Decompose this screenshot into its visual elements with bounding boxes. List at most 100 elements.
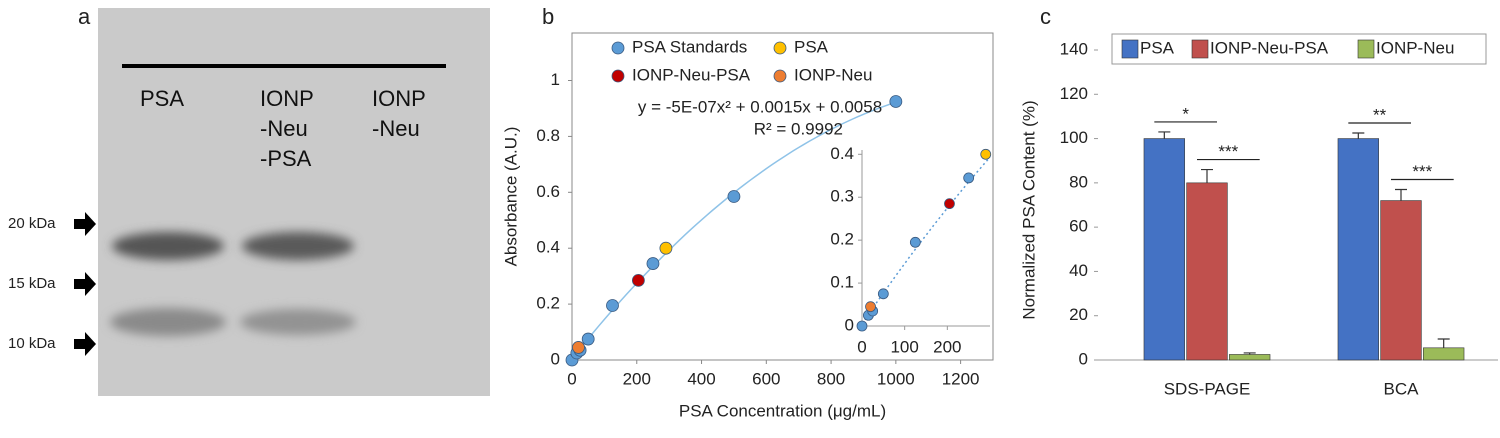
data-point	[856, 320, 868, 332]
y-tick-label: 0.4	[536, 238, 560, 257]
band	[242, 232, 354, 260]
error-bar	[1352, 132, 1365, 139]
marker-arrow	[74, 332, 96, 356]
error-bar	[1158, 131, 1171, 139]
y-axis-label: Absorbance (A.U.)	[501, 127, 520, 267]
legend-marker	[773, 69, 787, 83]
legend-label: PSA	[794, 37, 829, 56]
lane-label: IONP	[260, 86, 314, 111]
y-tick-label: 60	[1069, 217, 1088, 236]
lane-label: -Neu	[372, 116, 420, 141]
y-tick-label: 120	[1060, 84, 1088, 103]
inset-y-tick-label: 0.1	[830, 273, 854, 292]
lane-label: -Neu	[260, 116, 308, 141]
data-point	[727, 190, 741, 203]
significance-label: *	[1182, 104, 1189, 123]
significance-label: **	[1373, 106, 1387, 125]
bar	[1337, 138, 1379, 361]
marker-arrow	[74, 272, 96, 296]
x-tick-label: 1200	[942, 369, 980, 388]
panel-label: c	[1040, 4, 1051, 29]
bar	[1186, 182, 1228, 361]
y-tick-label: 100	[1060, 128, 1088, 147]
y-tick-label: 0	[551, 349, 560, 368]
y-tick-label: 1	[551, 70, 560, 89]
x-tick-label: 800	[817, 369, 845, 388]
legend-label: IONP-Neu-PSA	[1210, 38, 1329, 57]
y-tick-label: 0.6	[536, 182, 560, 201]
error-bar	[1437, 338, 1450, 348]
legend-swatch	[1121, 39, 1139, 59]
plot-frame	[571, 32, 994, 361]
y-tick-label: 0	[1079, 349, 1088, 368]
lane-label: IONP	[372, 86, 426, 111]
inset-y-tick-label: 0	[845, 315, 854, 334]
data-point	[581, 332, 595, 346]
y-tick-label: 0.8	[536, 126, 560, 145]
legend-frame	[1111, 33, 1487, 65]
panel-label: a	[78, 4, 91, 29]
significance-label: ***	[1218, 142, 1238, 161]
lane-label: -PSA	[260, 146, 312, 171]
legend-label: PSA Standards	[632, 37, 747, 56]
bar	[1229, 354, 1271, 361]
legend-marker	[611, 69, 625, 83]
x-tick-label: 0	[567, 369, 576, 388]
y-tick-label: 40	[1069, 261, 1088, 280]
inset-y-tick-label: 0.3	[830, 187, 854, 206]
legend-label: IONP-Neu-PSA	[632, 65, 751, 84]
data-point	[659, 241, 673, 255]
data-point	[944, 198, 955, 210]
panel-label: b	[542, 4, 554, 29]
bar	[1423, 347, 1465, 361]
inset-x-tick-label: 0	[857, 337, 866, 356]
error-bar	[1395, 188, 1407, 201]
data-point	[980, 148, 992, 160]
gel-panel: a PSA IONP -Neu -PSA IONP -Neu 20 kDa 15…	[8, 4, 490, 396]
x-tick-label: BCA	[1384, 379, 1420, 398]
data-point	[572, 341, 585, 354]
band	[240, 309, 356, 335]
x-tick-label: 600	[752, 369, 780, 388]
data-point	[963, 172, 975, 184]
marker-arrow	[74, 212, 96, 236]
lane-label: PSA	[140, 86, 184, 111]
legend-label: IONP-Neu	[1376, 38, 1454, 57]
y-axis-label: Normalized PSA Content (%)	[1019, 100, 1038, 319]
x-tick-label: 200	[623, 369, 651, 388]
data-point	[646, 257, 660, 270]
legend-marker	[773, 41, 787, 55]
x-axis-label: PSA Concentration (μg/mL)	[679, 401, 886, 420]
band	[112, 232, 224, 260]
data-point	[606, 299, 619, 312]
y-tick-label: 80	[1069, 172, 1088, 191]
error-bar	[1201, 168, 1213, 183]
x-tick-label: 1000	[877, 369, 915, 388]
marker-label: 10 kDa	[8, 335, 56, 352]
inset-y-tick-label: 0.4	[830, 144, 854, 163]
significance-label: ***	[1412, 162, 1432, 181]
legend-swatch	[1191, 39, 1209, 59]
legend-swatch	[1357, 39, 1375, 59]
bar	[1380, 200, 1422, 361]
data-point	[865, 301, 876, 313]
inset-y-tick-label: 0.2	[830, 230, 854, 249]
legend-label: IONP-Neu	[794, 65, 872, 84]
data-point	[631, 273, 645, 287]
inset-x-tick-label: 200	[933, 337, 961, 356]
bar	[1143, 138, 1185, 361]
band	[110, 308, 226, 336]
legend-marker	[611, 41, 625, 55]
error-bar	[1243, 352, 1256, 355]
data-point	[909, 236, 921, 248]
fit-annotation: y = -5E-07x² + 0.0015x + 0.0058	[638, 97, 882, 116]
data-point	[889, 95, 903, 108]
y-tick-label: 20	[1069, 305, 1088, 324]
x-tick-label: SDS-PAGE	[1164, 379, 1251, 398]
marker-label: 15 kDa	[8, 275, 56, 292]
y-tick-label: 140	[1060, 39, 1088, 58]
marker-label: 20 kDa	[8, 215, 56, 232]
data-point	[877, 288, 889, 300]
legend-label: PSA	[1140, 38, 1175, 57]
